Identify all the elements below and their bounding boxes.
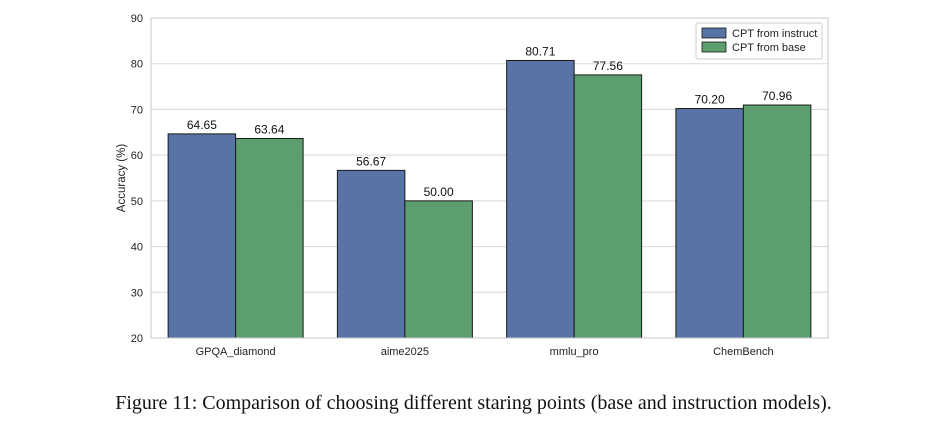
bar-value-label: 77.56 — [593, 59, 623, 73]
bar — [675, 108, 744, 339]
bars: 64.65 63.64 56.67 50.00 80.71 77.56 70.20 70.96 — [167, 44, 812, 339]
y-tick-label: 70 — [131, 104, 143, 116]
legend-label: CPT from instruct — [732, 28, 817, 40]
legend-label: CPT from base — [732, 42, 806, 54]
legend-box — [695, 22, 823, 60]
y-tick-label: 40 — [131, 242, 143, 254]
legend-swatch — [701, 27, 727, 39]
bar — [167, 133, 237, 339]
legend: CPT from instruct CPT from base — [695, 22, 823, 60]
bar — [235, 138, 304, 339]
bar-value-label: 80.71 — [525, 44, 555, 58]
bar-value-label: 50.00 — [424, 185, 454, 199]
figure-caption: Figure 11: Comparison of choosing differ… — [115, 392, 832, 414]
x-tick-label: GPQA_diamond — [196, 346, 276, 358]
x-tick-label: aime2025 — [381, 346, 429, 358]
bar-value-label: 64.65 — [187, 118, 217, 132]
bar — [573, 74, 643, 339]
y-tick-label: 90 — [131, 13, 143, 25]
x-axis: GPQA_diamond aime2025 mmlu_pro ChemBench — [196, 346, 774, 358]
x-tick-label: mmlu_pro — [550, 346, 599, 358]
bar — [506, 59, 575, 339]
y-axis-title: Accuracy (%) — [116, 144, 128, 213]
bar-value-label: 63.64 — [254, 123, 284, 137]
legend-swatch — [701, 41, 727, 53]
y-tick-label: 60 — [131, 150, 143, 162]
bar-value-label: 70.20 — [695, 93, 725, 107]
y-tick-label: 50 — [131, 196, 143, 208]
bar — [742, 104, 812, 339]
plot-frame — [150, 17, 829, 339]
y-tick-label: 20 — [131, 333, 143, 345]
y-axis: 20 30 40 50 60 70 80 90 — [131, 13, 143, 345]
bar-value-label: 56.67 — [356, 154, 386, 168]
y-tick-label: 80 — [131, 59, 143, 71]
y-tick-label: 30 — [131, 287, 143, 299]
bar-value-label: 70.96 — [762, 89, 792, 103]
x-tick-label: ChemBench — [713, 346, 774, 358]
bar — [404, 200, 473, 339]
chart: 64.65 63.64 56.67 50.00 80.71 77.56 70.20 70.96… — [116, 13, 829, 358]
bar — [336, 169, 406, 339]
